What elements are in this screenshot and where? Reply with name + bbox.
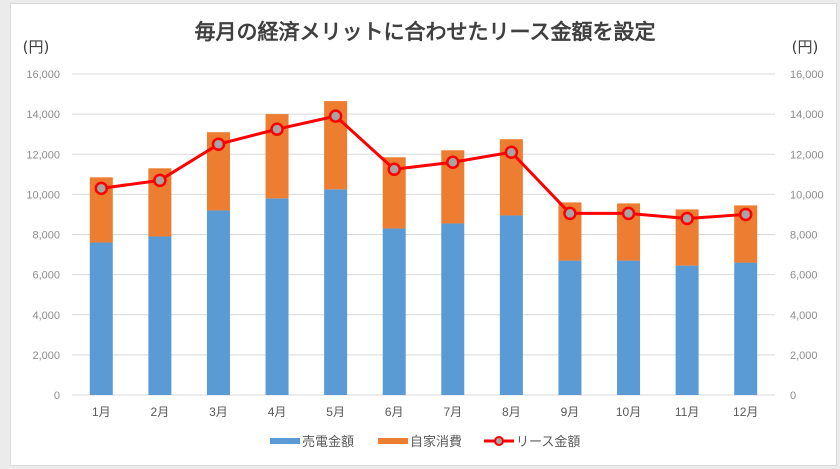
bar-sales: [734, 262, 758, 395]
lease-marker: [563, 206, 577, 221]
lease-marker: [153, 173, 167, 188]
legend-label: リース金額: [516, 434, 580, 450]
x-tick-label: 12月: [733, 405, 758, 419]
y-tick-label-right: 0: [790, 390, 796, 402]
bars: [89, 101, 758, 395]
y-tick-label-left: 6,000: [32, 270, 60, 282]
y-axis-right: 0 2,000 4,000 6,000 8,000 10,000 12,000 14,000 1…: [790, 69, 824, 402]
bar-sales: [441, 223, 465, 395]
x-tick-label: 10月: [616, 405, 641, 419]
y-tick-label-right: 14,000: [790, 109, 824, 121]
bar-sales: [558, 260, 582, 395]
bar-self-consumption: [148, 168, 172, 237]
lease-marker: [211, 137, 226, 151]
y-tick-label-left: 2,000: [32, 350, 60, 362]
bar-sales: [324, 189, 348, 395]
x-tick-label: 1月: [92, 405, 111, 419]
bar-self-consumption: [441, 150, 465, 224]
lease-marker: [738, 207, 753, 222]
x-tick-label: 5月: [326, 405, 345, 419]
lease-marker: [621, 206, 636, 221]
lease-marker: [328, 109, 343, 123]
y-tick-label-right: 6,000: [790, 270, 818, 282]
bar-sales: [617, 260, 641, 395]
bar-self-consumption: [89, 177, 113, 243]
lease-marker: [680, 211, 694, 226]
lease-marker: [270, 122, 284, 136]
gridlines: [72, 73, 775, 396]
lease-marker: [387, 162, 401, 177]
bar-self-consumption: [382, 157, 406, 229]
bar-self-consumption: [206, 132, 230, 211]
bar-sales: [675, 265, 699, 395]
bar-self-consumption: [617, 203, 641, 261]
y-tick-label-left: 12,000: [26, 149, 60, 161]
bar-sales: [265, 198, 289, 395]
x-tick-label: 8月: [502, 405, 521, 419]
bar-self-consumption: [265, 114, 289, 199]
legend-label: 売電金額: [302, 434, 354, 450]
y-axis-unit-right: (円): [792, 38, 819, 56]
y-tick-label-right: 2,000: [790, 350, 818, 362]
y-tick-label-left: 0: [54, 390, 60, 402]
x-tick-label: 9月: [561, 405, 580, 419]
x-axis: 1月 2月 3月 4月 5月 6月 7月 8月 9月 10月 11月 12月: [92, 405, 758, 419]
bar-sales: [382, 228, 406, 395]
y-tick-label-right: 8,000: [790, 230, 818, 242]
y-tick-label-left: 14,000: [26, 109, 60, 121]
bar-sales: [206, 210, 230, 395]
y-tick-label-right: 10,000: [790, 189, 824, 201]
x-tick-label: 11月: [675, 405, 699, 419]
y-tick-label-left: 10,000: [26, 189, 60, 201]
y-axis-left: 0 2,000 4,000 6,000 8,000 10,000 12,000 14,000 1…: [26, 69, 60, 402]
line-series: [94, 109, 753, 226]
bar-sales: [89, 242, 113, 395]
x-tick-label: 6月: [385, 405, 404, 419]
lease-marker: [94, 181, 109, 196]
y-tick-label-right: 16,000: [790, 69, 824, 81]
bar-sales: [499, 215, 523, 395]
x-tick-label: 3月: [209, 405, 228, 419]
x-tick-label: 7月: [443, 405, 462, 419]
legend-label: 自家消費: [410, 434, 462, 450]
y-tick-label-left: 16,000: [26, 69, 60, 81]
lease-marker: [504, 145, 519, 159]
x-tick-label: 4月: [268, 405, 287, 419]
lease-line: [101, 114, 746, 220]
legend-swatch-self-consumption: [378, 438, 408, 444]
x-tick-label: 2月: [151, 405, 170, 419]
y-axis-unit-left: (円): [23, 38, 50, 56]
legend-swatch-sales: [270, 438, 300, 444]
bar-self-consumption: [734, 205, 758, 263]
y-tick-label-right: 4,000: [790, 310, 818, 322]
y-tick-label-left: 4,000: [32, 310, 60, 322]
legend: 売電金額 自家消費 リース金額: [270, 434, 580, 450]
chart-title: 毎月の経済メリットに合わせたリース金額を設定: [195, 20, 656, 44]
bar-self-consumption: [675, 209, 699, 266]
y-tick-label-right: 12,000: [790, 149, 824, 161]
bar-sales: [148, 236, 172, 395]
lease-marker: [446, 155, 460, 170]
y-tick-label-left: 8,000: [32, 230, 60, 242]
legend-swatch-lease-marker: [494, 436, 504, 446]
